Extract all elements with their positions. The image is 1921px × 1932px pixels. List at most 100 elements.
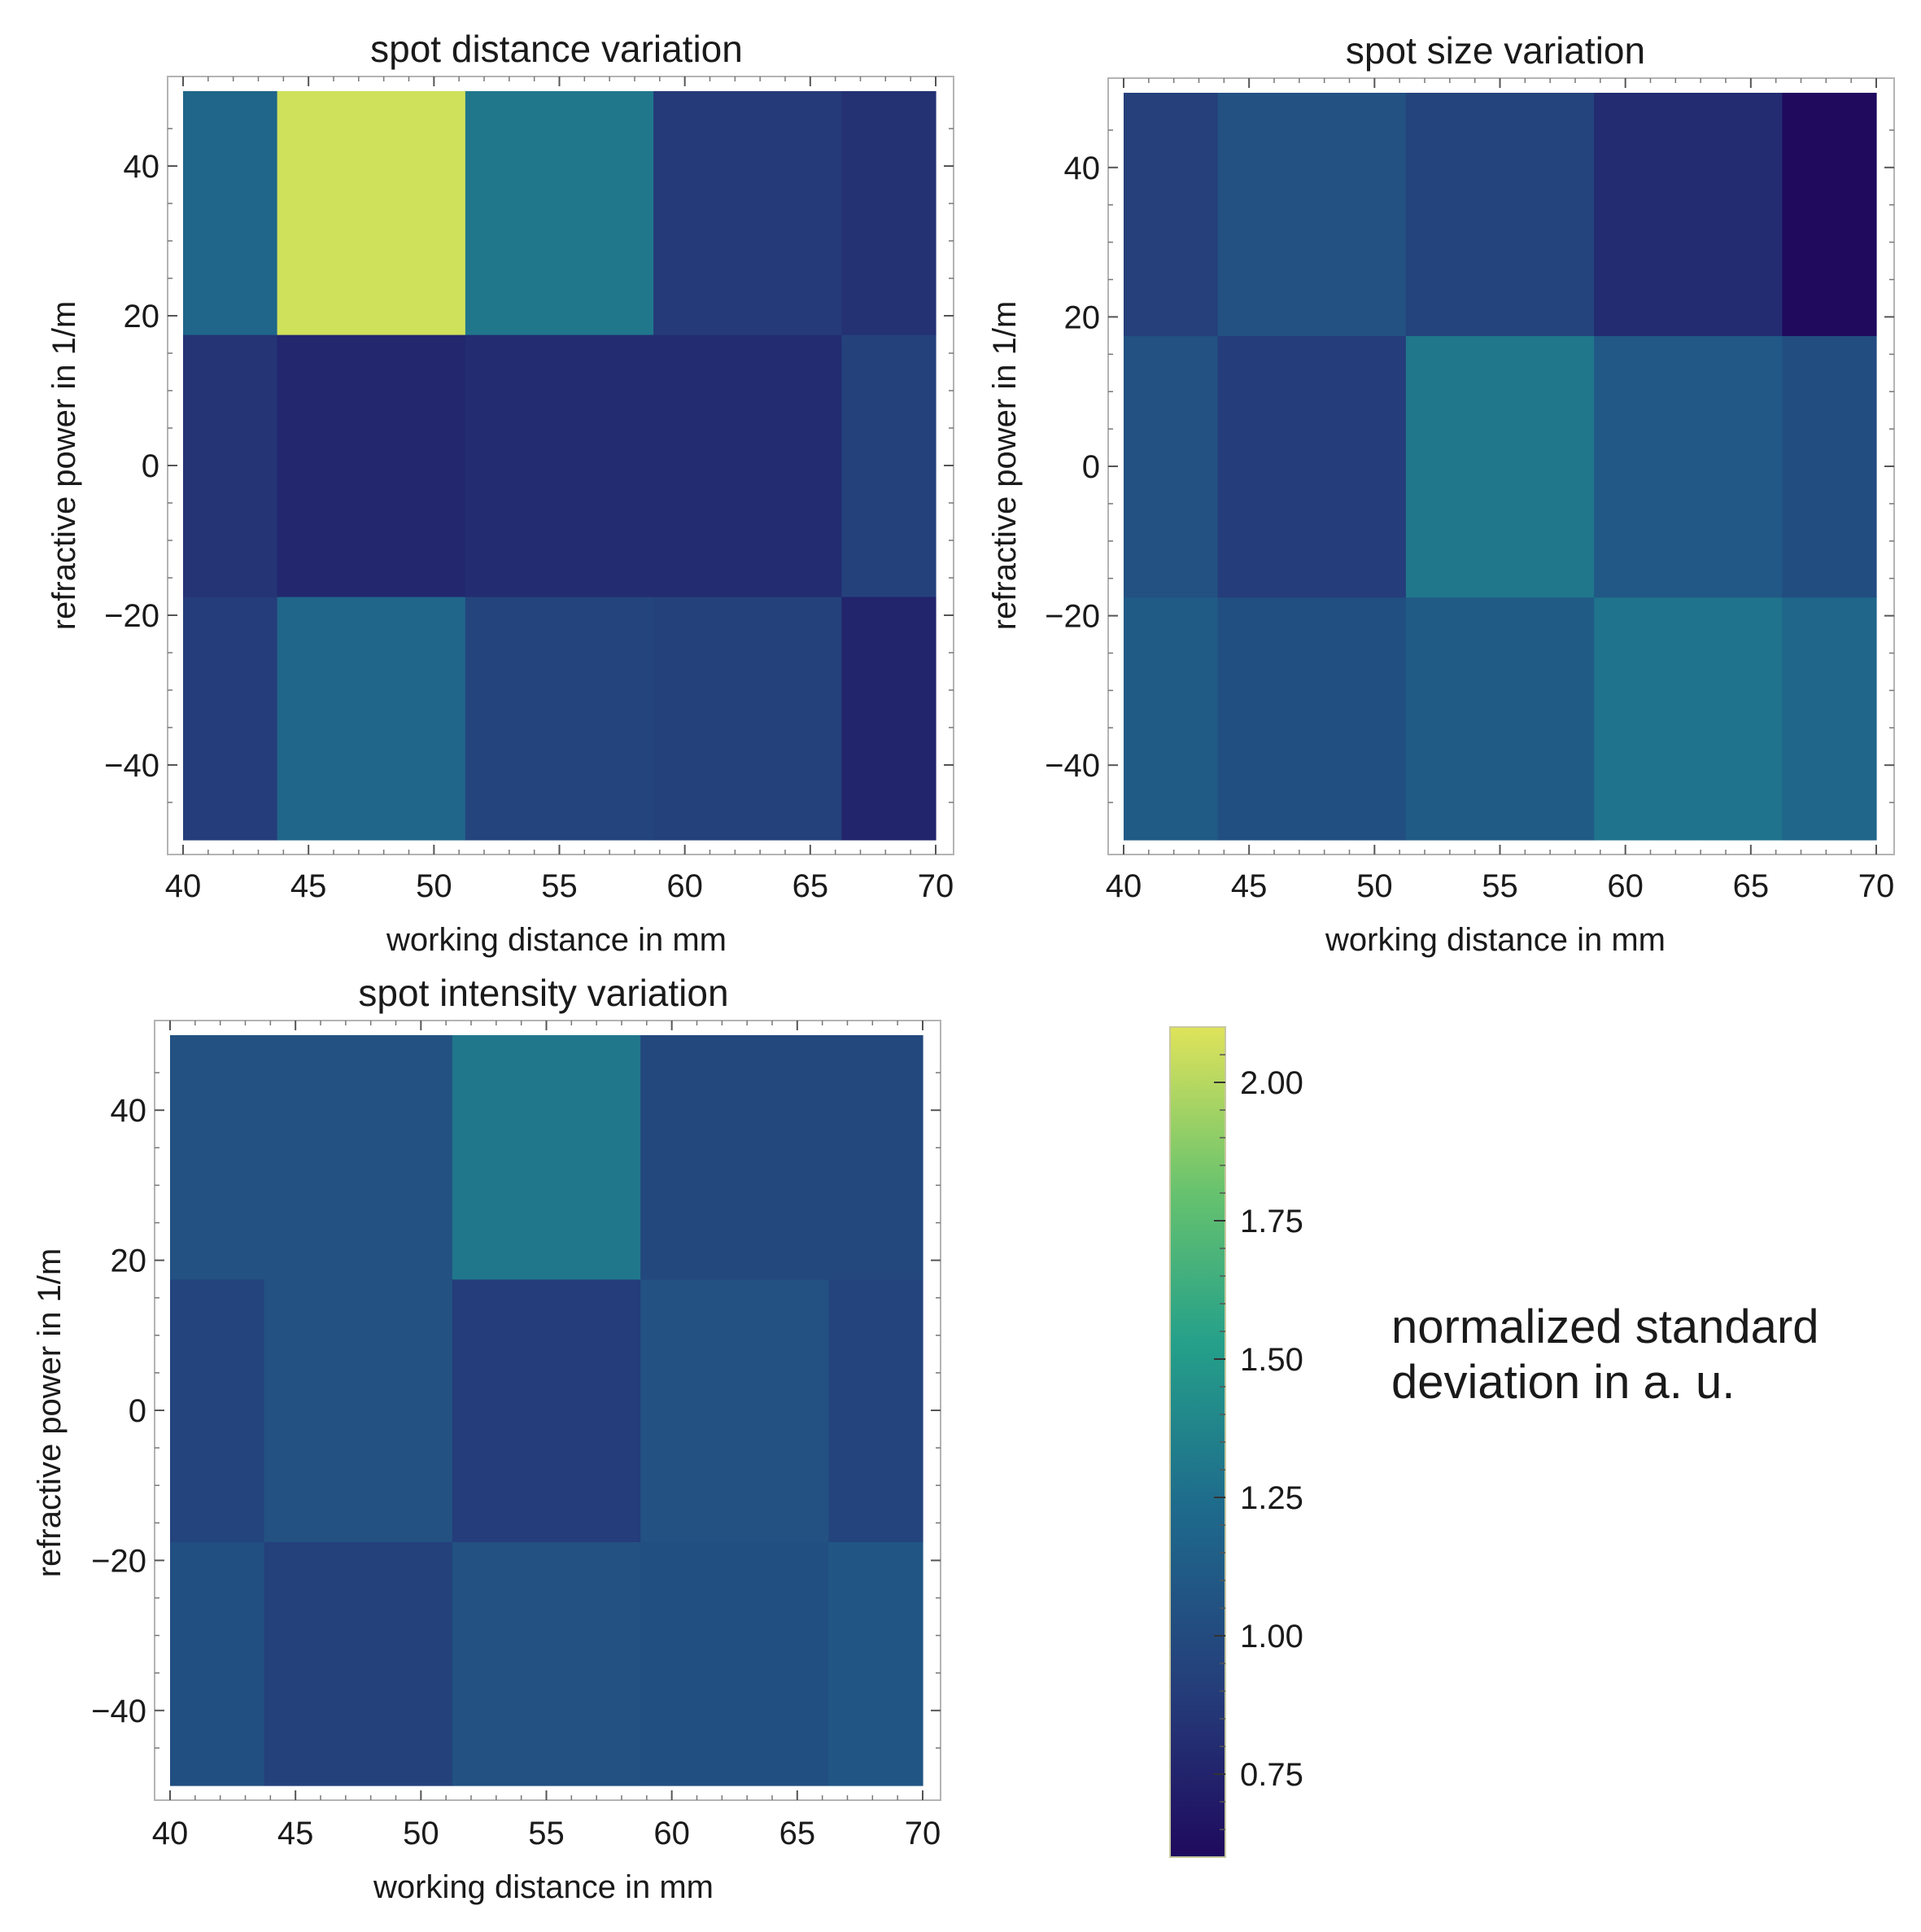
heatmap-cell	[653, 91, 842, 335]
x-tick-label: 65	[792, 868, 829, 904]
heatmap-cell	[465, 334, 654, 597]
heatmap-cell	[452, 1541, 641, 1786]
y-tick-label: −40	[104, 748, 159, 784]
colorbar-label-line1: normalized standard	[1391, 1300, 1819, 1353]
heatmap-cell	[264, 1035, 453, 1280]
x-tick-label: 50	[416, 868, 452, 904]
heatmap-spot-size: spot size variation working distance in …	[987, 29, 1895, 958]
heatmap-cell	[1405, 597, 1595, 841]
y-tick-label: 40	[124, 149, 160, 185]
y-axis-label: refractive power in 1/m	[32, 1248, 68, 1578]
chart-title: spot distance variation	[370, 28, 743, 70]
colorbar-gradient	[1169, 1026, 1226, 1858]
y-tick-label: 0	[1082, 449, 1100, 485]
heatmap-cell	[452, 1279, 641, 1542]
x-axis-label: working distance in mm	[1325, 922, 1666, 958]
x-tick-label: 40	[152, 1816, 189, 1851]
heatmap-cell	[1594, 597, 1783, 841]
x-tick-label: 65	[779, 1816, 816, 1851]
heatmap-cell	[1217, 597, 1407, 841]
colorbar-label-line2: deviation in a. u.	[1391, 1356, 1735, 1409]
colorbar-tick-label: 1.25	[1240, 1480, 1303, 1516]
colorbar-tick-label: 1.75	[1240, 1204, 1303, 1239]
y-tick-label: 0	[142, 448, 159, 484]
heatmap-cell	[170, 1541, 265, 1786]
heatmap-cell	[452, 1035, 641, 1280]
heatmap-cell	[277, 91, 466, 335]
x-tick-label: 70	[918, 868, 954, 904]
x-tick-label: 45	[1231, 868, 1268, 904]
heatmap-cell	[170, 1279, 265, 1542]
x-tick-label: 60	[653, 1816, 690, 1851]
y-tick-label: 40	[1064, 151, 1101, 186]
x-tick-label: 45	[277, 1816, 314, 1851]
y-tick-label: 40	[111, 1093, 147, 1129]
y-tick-label: 20	[111, 1244, 147, 1279]
y-tick-label: −20	[104, 598, 159, 634]
heatmap-cell	[1405, 93, 1595, 336]
chart-title: spot size variation	[1346, 29, 1645, 72]
heatmap-cell	[640, 1035, 829, 1280]
x-tick-label: 50	[1356, 868, 1393, 904]
y-tick-label: 20	[1064, 299, 1101, 335]
heatmap-cell	[1405, 335, 1595, 598]
x-tick-label: 40	[1106, 868, 1142, 904]
heatmap-cell	[1124, 597, 1219, 841]
y-tick-label: −20	[1045, 599, 1100, 635]
y-tick-label: 0	[129, 1393, 146, 1429]
colorbar: 0.75 1.00 1.25 1.50 1.75 2.00 normalized stan…	[1169, 1026, 1819, 1858]
x-tick-label: 45	[290, 868, 327, 904]
x-tick-label: 55	[541, 868, 578, 904]
x-tick-label: 50	[403, 1816, 439, 1851]
x-tick-label: 70	[905, 1816, 941, 1851]
heatmap-cell	[1124, 93, 1219, 336]
heatmap-spot-distance: spot distance variation working distance…	[46, 28, 954, 958]
heatmap-cell	[828, 1035, 923, 1280]
x-tick-label: 60	[1607, 868, 1644, 904]
x-tick-label: 55	[528, 1816, 565, 1851]
x-axis-label: working distance in mm	[386, 922, 727, 958]
heatmap-cell	[1594, 93, 1783, 336]
x-tick-label: 70	[1858, 868, 1895, 904]
y-tick-label: 20	[124, 299, 160, 334]
heatmap-cell	[183, 334, 278, 597]
heatmap-cell	[465, 91, 654, 335]
colorbar-tick-label: 2.00	[1240, 1065, 1303, 1101]
heatmap-cell	[841, 91, 936, 335]
colorbar-tick-label: 0.75	[1240, 1757, 1303, 1793]
heatmap-cell	[841, 334, 936, 597]
heatmap-cell	[640, 1279, 829, 1542]
heatmap-cell	[1124, 335, 1219, 598]
chart-title: spot intensity variation	[358, 972, 728, 1014]
colorbar-tick-label: 1.00	[1240, 1619, 1303, 1654]
y-tick-label: −40	[1045, 748, 1100, 784]
heatmap-cell	[640, 1541, 829, 1786]
heatmap-cell	[828, 1279, 923, 1542]
y-axis-label: refractive power in 1/m	[46, 301, 82, 631]
x-tick-label: 55	[1482, 868, 1518, 904]
y-tick-label: −40	[91, 1694, 146, 1729]
heatmap-spot-intensity: spot intensity variation working distanc…	[32, 972, 941, 1905]
heatmap-cell	[170, 1035, 265, 1280]
colorbar-tick-label: 1.50	[1240, 1342, 1303, 1378]
heatmap-cell	[465, 597, 654, 841]
heatmap-cell	[264, 1541, 453, 1786]
x-tick-label: 60	[666, 868, 703, 904]
colorbar-ticks: 0.75 1.00 1.25 1.50 1.75 2.00	[1214, 1054, 1303, 1830]
heatmap-cell	[1594, 335, 1783, 598]
heatmap-cell	[183, 597, 278, 841]
heatmap-cell	[277, 334, 466, 597]
heatmap-cell	[1782, 597, 1877, 841]
y-tick-label: −20	[91, 1543, 146, 1579]
x-tick-label: 65	[1733, 868, 1770, 904]
heatmap-cell	[828, 1541, 923, 1786]
heatmap-cell	[841, 597, 936, 841]
heatmap-cell	[264, 1279, 453, 1542]
heatmap-cell	[277, 597, 466, 841]
heatmap-cell	[653, 334, 842, 597]
heatmap-cell	[1217, 93, 1407, 336]
heatmap-cell	[1217, 335, 1407, 598]
heatmap-cell	[183, 91, 278, 335]
x-tick-label: 40	[165, 868, 202, 904]
